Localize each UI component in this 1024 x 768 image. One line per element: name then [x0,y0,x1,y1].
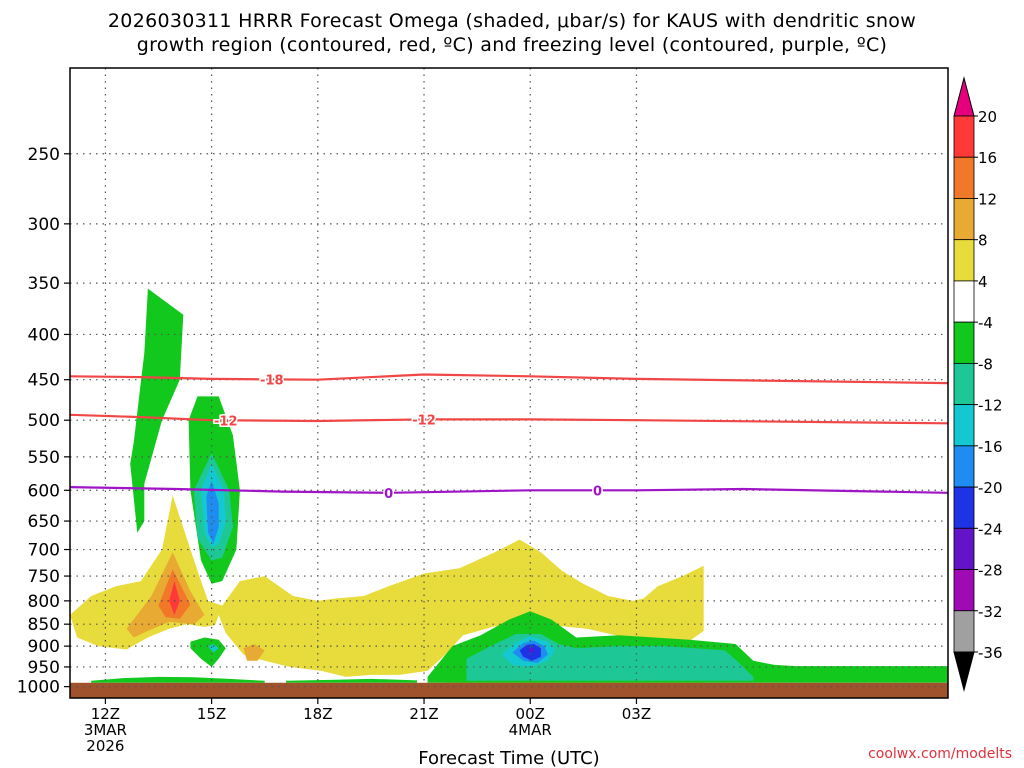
colorbar-band-7 [953,404,975,447]
colorbar-label-9: -20 [978,479,1003,497]
colorbar-band-6 [953,362,975,406]
y-tick-label-350: 350 [28,274,60,294]
colorbar-band-10 [953,527,975,570]
colorbar-label-7: -12 [978,397,1003,415]
omega-shade-region-17 [206,480,219,544]
plot-frame [69,67,949,699]
colorbar-label-5: -4 [978,314,993,332]
colorbar: 20 16 12 8 4 -4 -8 -12 -16 -20 -24 -28 -32 -36 [953,76,1003,692]
contour-label-0: -18 [260,373,284,388]
colorbar-label-1: 16 [978,149,997,167]
y-tick-label-650: 650 [28,512,60,532]
contour-label-3: 0 [384,487,393,502]
x-tick-label-21-0: 21Z [409,705,438,723]
ground-fill [70,682,948,698]
omega-shade-region-10 [286,678,417,683]
y-tick-label-750: 750 [28,567,60,587]
colorbar-band-3 [953,239,975,282]
colorbar-label-3: 8 [978,232,988,250]
y-tick-label-500: 500 [28,411,60,431]
y-tick-label-550: 550 [28,448,60,468]
x-tick-label-12-0: 12Z [91,705,120,723]
colorbar-extend-bottom [953,651,975,692]
colorbar-label-11: -28 [978,562,1003,580]
omega-shade-region-8 [190,637,226,667]
x-tick-label-12-2: 2026 [86,737,124,755]
y-tick-label-450: 450 [28,371,60,391]
y-axis-pressure: 2503003504004505005506006507007508008509… [17,145,70,698]
colorbar-label-10: -24 [978,520,1003,538]
y-tick-label-800: 800 [28,592,60,612]
x-tick-label-12-1: 3MAR [84,721,127,739]
ground-layer [70,682,948,698]
omega-shade-region-3 [243,644,265,661]
omega-shade-region-20 [528,647,535,653]
omega-shade-region-19 [519,644,541,661]
omega-shading [70,288,949,687]
temperature-contours: -18 -12 -12 0 0 [69,372,949,503]
x-tick-label-24-0: 00Z [516,705,545,723]
y-tick-label-400: 400 [28,325,60,345]
colorbar-band-8 [953,445,975,488]
colorbar-band-1 [953,156,975,199]
colorbar-label-4: 4 [978,273,988,291]
y-tick-label-1000: 1000 [17,678,60,698]
x-axis-label: Forecast Time (UTC) [418,748,599,768]
y-tick-label-250: 250 [28,145,60,165]
y-tick-label-850: 850 [28,615,60,635]
y-tick-label-900: 900 [28,637,60,657]
colorbar-band-0 [953,115,975,158]
y-tick-label-300: 300 [28,215,60,235]
omega-shade-region-5 [169,581,180,615]
omega-shade-region-9 [91,676,265,683]
contour-label-1: -12 [214,414,238,429]
contour-line-0 [69,373,949,385]
colorbar-label-2: 12 [978,190,997,208]
contour-line-3 [69,486,949,494]
contour-line-1 [69,413,949,425]
omega-shade-region-0 [70,495,704,677]
chart-title-line-1: 2026030311 HRRR Forecast Omega (shaded, … [107,10,917,32]
colorbar-extend-top [953,76,975,117]
x-tick-label-15-0: 15Z [197,705,226,723]
colorbar-label-0: 20 [978,108,997,126]
contour-label-4: 0 [593,484,602,499]
omega-shade-region-15 [208,644,219,653]
x-tick-label-27-0: 03Z [622,705,651,723]
contour-label-2: -12 [412,413,436,428]
x-tick-label-18-0: 18Z [303,705,332,723]
credit-text: coolwx.com/modelts [868,746,1012,762]
colorbar-band-9 [953,486,975,529]
colorbar-label-6: -8 [978,355,993,373]
y-tick-label-600: 600 [28,481,60,501]
y-tick-label-700: 700 [28,541,60,561]
colorbar-label-13: -36 [978,644,1003,662]
colorbar-band-4 [953,280,975,323]
colorbar-band-12 [953,610,975,653]
colorbar-band-11 [953,569,975,612]
y-tick-label-950: 950 [28,658,60,678]
x-tick-label-24-1: 4MAR [509,721,552,739]
chart-title-line-2: growth region (contoured, red, ºC) and f… [136,34,888,56]
omega-shade-region-6 [130,288,184,533]
colorbar-band-2 [953,198,975,241]
colorbar-label-12: -32 [978,603,1003,621]
colorbar-band-5 [953,321,975,364]
colorbar-label-8: -16 [978,438,1003,456]
